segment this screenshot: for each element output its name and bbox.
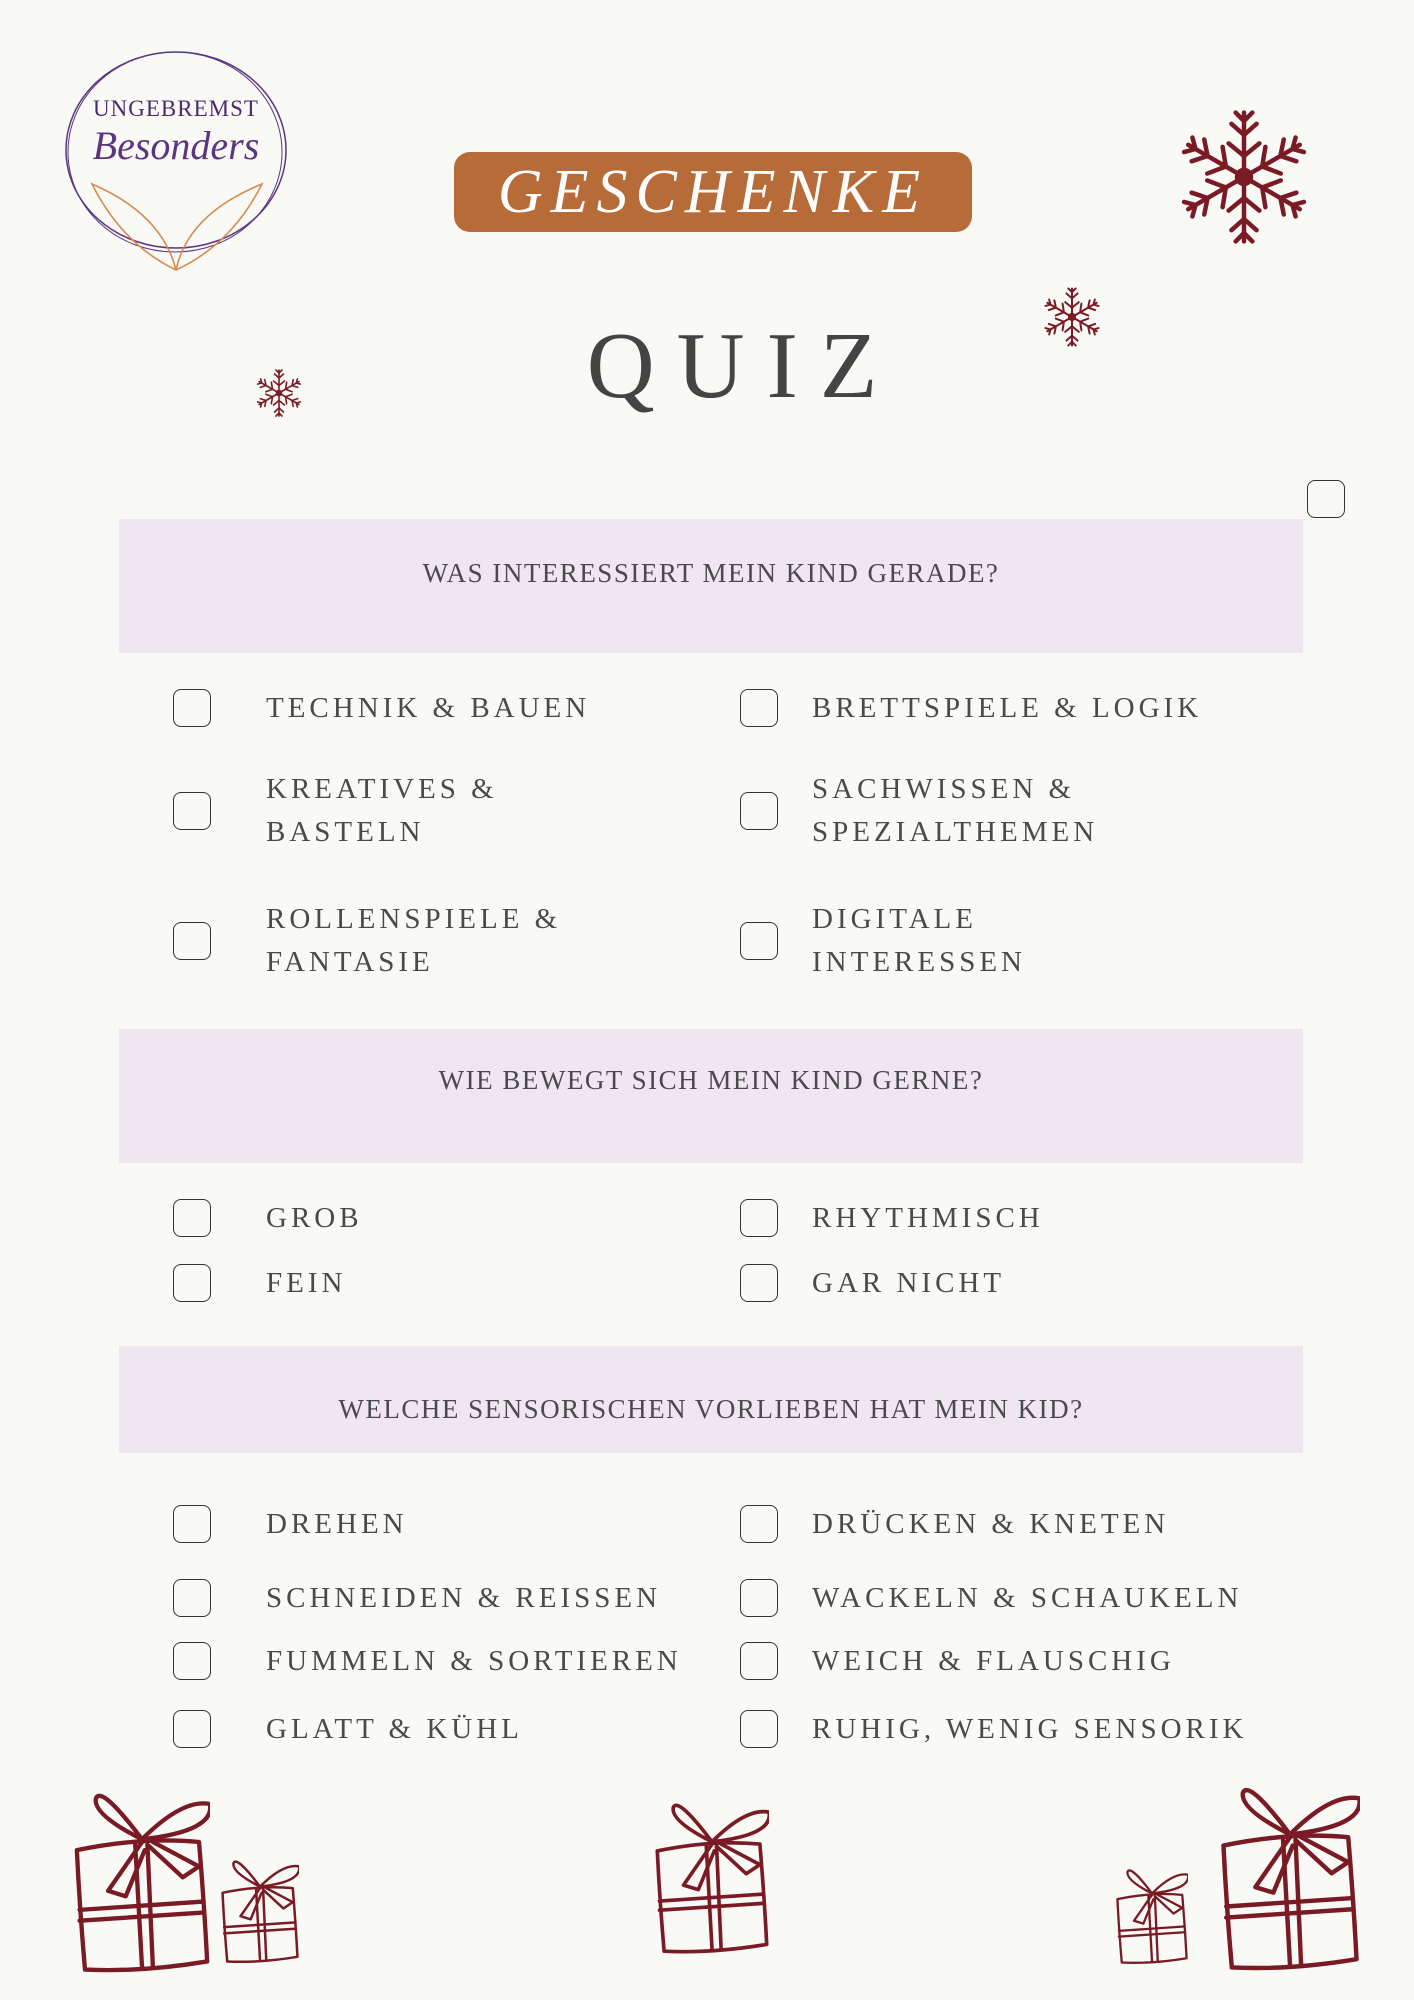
question-text: WIE BEWEGT SICH MEIN KIND GERNE? — [438, 1065, 984, 1095]
option-label[interactable]: KREATIVES & BASTELN — [266, 773, 498, 848]
page-subtitle: QUIZ — [586, 314, 900, 418]
option-label[interactable]: DIGITALE INTERESSEN — [812, 903, 1026, 978]
option-checkbox[interactable] — [173, 1199, 211, 1237]
option-label[interactable]: BRETTSPIELE & LOGIK — [812, 691, 1203, 724]
option-checkbox[interactable] — [173, 792, 211, 830]
gift-icon — [74, 1785, 210, 1975]
stray-checkbox[interactable] — [1307, 480, 1345, 518]
option-checkbox[interactable] — [740, 922, 778, 960]
question-text: WAS INTERESSIERT MEIN KIND GERADE? — [422, 558, 1000, 588]
option-label[interactable]: DREHEN — [266, 1507, 408, 1540]
snowflake-icon — [254, 368, 304, 418]
option-label[interactable]: SCHNEIDEN & REISSEN — [266, 1581, 662, 1614]
option-label[interactable]: GAR NICHT — [812, 1266, 1006, 1299]
logo-text-besonders: Besonders — [92, 123, 260, 168]
logo-circle-icon — [65, 51, 287, 271]
gift-icon — [655, 1803, 769, 1954]
question-band: WAS INTERESSIERT MEIN KIND GERADE? — [119, 519, 1303, 653]
title-badge: GESCHENKE — [454, 152, 972, 232]
logo-text-ungebremst: UNGEBREMST — [93, 96, 259, 121]
snowflake-icon — [1041, 286, 1103, 348]
option-label[interactable]: GLATT & KÜHL — [266, 1712, 523, 1745]
option-checkbox[interactable] — [173, 1579, 211, 1617]
option-checkbox[interactable] — [740, 1264, 778, 1302]
option-checkbox[interactable] — [740, 1579, 778, 1617]
option-checkbox[interactable] — [173, 1642, 211, 1680]
question-text: WELCHE SENSORISCHEN VORLIEBEN HAT MEIN K… — [338, 1394, 1084, 1424]
option-checkbox[interactable] — [173, 1710, 211, 1748]
option-label[interactable]: FEIN — [266, 1266, 347, 1299]
option-label[interactable]: DRÜCKEN & KNETEN — [812, 1507, 1170, 1540]
option-checkbox[interactable] — [173, 1264, 211, 1302]
option-label[interactable]: SACHWISSEN & SPEZIALTHEMEN — [812, 773, 1099, 848]
option-label[interactable]: RHYTHMISCH — [812, 1201, 1044, 1234]
option-label[interactable]: RUHIG, WENIG SENSORIK — [812, 1712, 1248, 1745]
option-checkbox[interactable] — [740, 1642, 778, 1680]
title-text: GESCHENKE — [497, 157, 929, 226]
option-checkbox[interactable] — [740, 1199, 778, 1237]
option-label[interactable]: FUMMELN & SORTIEREN — [266, 1644, 682, 1677]
option-label[interactable]: GROB — [266, 1201, 363, 1234]
question-band: WELCHE SENSORISCHEN VORLIEBEN HAT MEIN K… — [119, 1346, 1303, 1453]
option-checkbox[interactable] — [740, 792, 778, 830]
snowflake-icon — [1174, 107, 1314, 247]
brand-logo: UNGEBREMST Besonders — [62, 44, 290, 272]
option-label[interactable]: WACKELN & SCHAUKELN — [812, 1581, 1243, 1614]
option-checkbox[interactable] — [740, 689, 778, 727]
question-band: WIE BEWEGT SICH MEIN KIND GERNE? — [119, 1029, 1303, 1163]
option-checkbox[interactable] — [173, 922, 211, 960]
option-checkbox[interactable] — [173, 1505, 211, 1543]
option-label[interactable]: TECHNIK & BAUEN — [266, 691, 591, 724]
gift-icon — [1116, 1869, 1188, 1964]
option-label[interactable]: ROLLENSPIELE & FANTASIE — [266, 903, 562, 978]
gift-icon — [1220, 1779, 1360, 1973]
option-label[interactable]: WEICH & FLAUSCHIG — [812, 1644, 1175, 1677]
gift-icon — [221, 1860, 299, 1964]
option-checkbox[interactable] — [740, 1710, 778, 1748]
option-checkbox[interactable] — [740, 1505, 778, 1543]
option-checkbox[interactable] — [173, 689, 211, 727]
